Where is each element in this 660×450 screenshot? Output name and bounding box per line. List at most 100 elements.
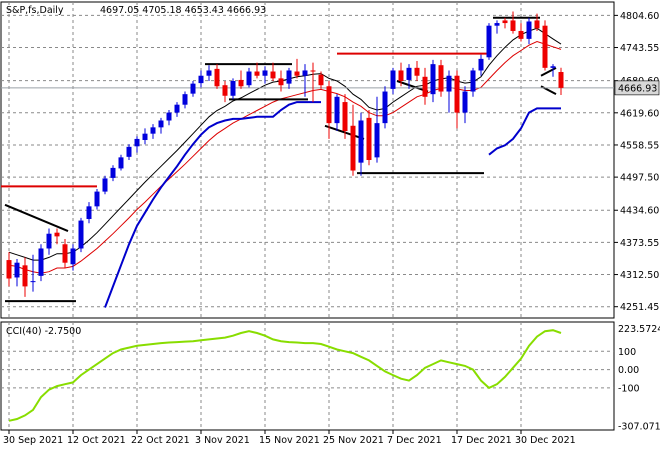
candle — [206, 65, 212, 81]
candle-body — [414, 67, 420, 76]
candle-body — [502, 20, 508, 24]
candle-body — [6, 260, 12, 279]
candle — [374, 96, 380, 163]
candle-body — [134, 138, 140, 147]
candle-body — [398, 70, 404, 81]
cci-tick-label: 223.5724 — [618, 324, 660, 335]
candle — [158, 117, 164, 134]
candle — [246, 67, 252, 88]
price-tick-label: 4619.60 — [620, 108, 659, 119]
candle — [398, 62, 404, 87]
candle-body — [318, 74, 324, 86]
candle-body — [46, 233, 52, 249]
candle — [270, 62, 276, 81]
candle-body — [350, 125, 356, 171]
time-tick-label: 7 Dec 2021 — [387, 435, 442, 446]
last-price-label: 4666.93 — [618, 83, 657, 94]
time-tick-label: 25 Nov 2021 — [323, 435, 384, 446]
candle-body — [422, 76, 428, 97]
price-tick-label: 4743.55 — [620, 43, 659, 54]
candle — [198, 70, 204, 88]
price-tick-label: 4373.55 — [620, 238, 659, 249]
candle-body — [30, 281, 36, 283]
candle-body — [486, 25, 492, 58]
candle-body — [550, 66, 556, 68]
candle — [38, 244, 44, 282]
candle-body — [22, 265, 28, 287]
candle — [510, 11, 516, 34]
candle-body — [94, 191, 100, 207]
price-tick-label: 4312.50 — [620, 270, 659, 281]
candle — [22, 257, 28, 297]
candle-body — [278, 78, 284, 86]
time-tick-label: 30 Dec 2021 — [515, 435, 576, 446]
candle — [526, 17, 532, 45]
candle-body — [358, 120, 364, 163]
candle-body — [150, 127, 156, 134]
candle-body — [230, 81, 236, 96]
candle — [94, 188, 100, 210]
candle-body — [190, 83, 196, 94]
candle — [446, 70, 452, 113]
candle-body — [302, 70, 308, 76]
candle — [462, 86, 468, 124]
candle — [550, 64, 556, 77]
candle — [494, 20, 500, 34]
price-axis: 4804.604743.554680.604619.604558.554497.… — [614, 11, 660, 313]
candle-body — [238, 79, 244, 87]
candle — [46, 228, 52, 255]
candle — [302, 64, 308, 97]
candle — [222, 81, 228, 103]
candle-body — [454, 75, 460, 113]
candle — [62, 239, 68, 268]
candle — [30, 254, 36, 292]
price-panel: S&P,fs,Daily 4697.05 4705.18 4653.43 466… — [0, 1, 615, 319]
candle-body — [206, 70, 212, 76]
candle — [558, 67, 564, 95]
candle — [14, 259, 20, 287]
candle — [350, 104, 356, 176]
candle-body — [430, 64, 436, 95]
candle — [454, 70, 460, 129]
candle — [134, 136, 140, 153]
candle-body — [294, 71, 300, 76]
candle — [102, 175, 108, 195]
candle-body — [110, 167, 116, 178]
cci-panel: CCI(40) -2.7500 — [0, 321, 615, 431]
cci-panel-frame — [0, 321, 615, 431]
candle — [262, 66, 268, 84]
candle — [142, 128, 148, 145]
candle — [486, 23, 492, 60]
candle-body — [174, 104, 180, 113]
price-tick-label: 4251.45 — [620, 302, 659, 313]
candle-body — [310, 70, 316, 72]
candle-body — [494, 23, 500, 26]
candle-body — [542, 25, 548, 68]
candle — [438, 59, 444, 97]
lower-band-line — [488, 107, 561, 156]
candle-body — [126, 146, 132, 157]
candle — [70, 244, 76, 271]
time-tick-label: 3 Nov 2021 — [195, 435, 250, 446]
candle — [286, 67, 292, 89]
candle-body — [118, 157, 124, 169]
candle-body — [14, 262, 20, 278]
time-tick-label: 22 Oct 2021 — [131, 435, 190, 446]
candle — [190, 81, 196, 97]
candle-body — [438, 65, 444, 92]
candle — [54, 228, 60, 245]
candle — [174, 102, 180, 117]
candle — [230, 78, 236, 100]
candle-body — [254, 71, 260, 76]
candle — [182, 91, 188, 109]
candle-body — [222, 85, 228, 96]
candle — [422, 67, 428, 105]
candle — [166, 109, 172, 126]
candle-body — [62, 244, 68, 263]
time-tick-label: 12 Oct 2021 — [67, 435, 126, 446]
candle-body — [70, 248, 76, 265]
candle-body — [182, 94, 188, 105]
ma-slow-line — [8, 40, 562, 274]
candle — [334, 94, 340, 132]
